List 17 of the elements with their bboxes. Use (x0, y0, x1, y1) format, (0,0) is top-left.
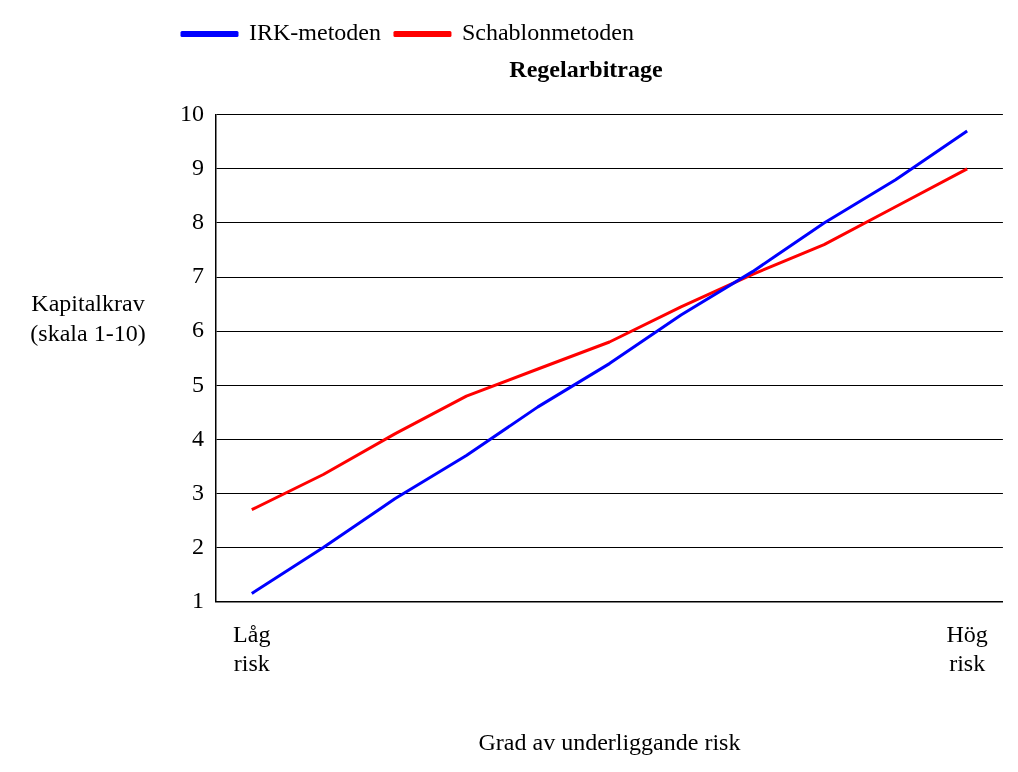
y-axis-title: Kapitalkrav (skala 1-10) (30, 289, 146, 346)
y-tick-label: 5 (192, 370, 204, 397)
y-tick-label: 10 (180, 100, 204, 127)
x-tick-label: Låg risk (233, 621, 271, 677)
y-tick-label: 1 (192, 586, 204, 613)
legend-label: IRK-metoden (249, 19, 381, 46)
y-tick-label: 9 (192, 154, 204, 181)
y-tick-label: 7 (192, 262, 204, 289)
y-tick-label: 6 (192, 316, 204, 343)
y-tick-label: 2 (192, 532, 204, 559)
x-axis-title: Grad av underliggande risk (478, 728, 741, 755)
legend-label: Schablonmetoden (461, 19, 634, 46)
chart-title: Regelarbitrage (509, 55, 663, 82)
y-tick-label: 8 (192, 208, 204, 235)
x-tick-label: Hög risk (946, 621, 988, 677)
y-tick-label: 4 (192, 424, 204, 451)
y-tick-label: 3 (192, 478, 204, 505)
